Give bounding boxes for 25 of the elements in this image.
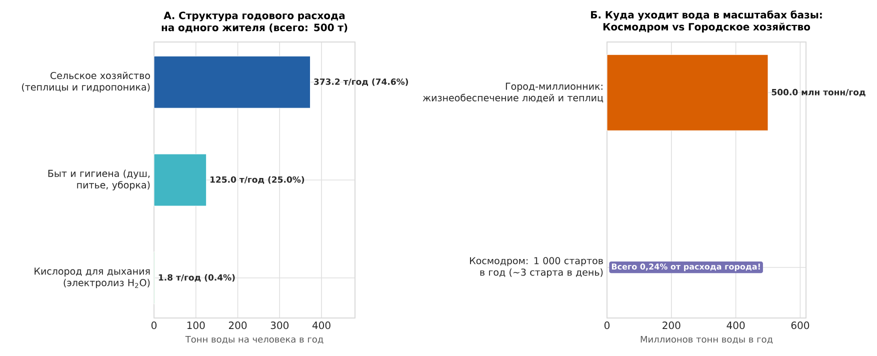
x-tick-label: 600 [791,322,810,330]
x-tick-label: 200 [662,322,680,330]
y-tick-label: Сельское хозяйство (теплицы и гидропоника) [22,72,150,92]
x-tick-label: 400 [726,322,745,330]
x-tick-label: 300 [270,322,289,330]
x-axis-title: Миллионов тонн воды в год [640,336,773,344]
data-label: 125.0 т/год (25.0%) [210,176,304,184]
y-tick-label: Кислород для дыхания (электролиз H$_{2}$O) [34,268,150,288]
x-tick-label: 400 [312,322,330,330]
x-tick-label: 0 [604,322,610,330]
x-axis-title: Тонн воды на человека в год [185,336,324,344]
data-label: 1.8 т/год (0.4%) [158,274,235,282]
x-tick-label: 0 [151,322,157,330]
x-tick-label: 200 [228,322,247,330]
data-label: 500.0 млн тонн/год [772,88,866,96]
bar [154,56,311,108]
chart-title: Б. Куда уходит вода в масштабах базы: Космодром vs Городское хозяйство [591,10,822,32]
data-label: 373.2 т/год (74.6%) [314,78,408,86]
annotation: Всего 0,24% от расхода города! [612,264,760,272]
chart-title: А. Структура годового расхода на одного жителя (всего: 500 т) [162,12,348,32]
x-tick-label: 100 [187,322,205,330]
y-tick-label: Быт и гигиена (душ, питье, уборка) [48,170,150,190]
y-tick-label: Космодром: 1 000 стартов в год (~3 старта в день) [470,257,603,278]
y-tick-label: Город-миллионник: жизнеобеспечение людей и теплиц [422,82,604,103]
bar [154,154,207,206]
